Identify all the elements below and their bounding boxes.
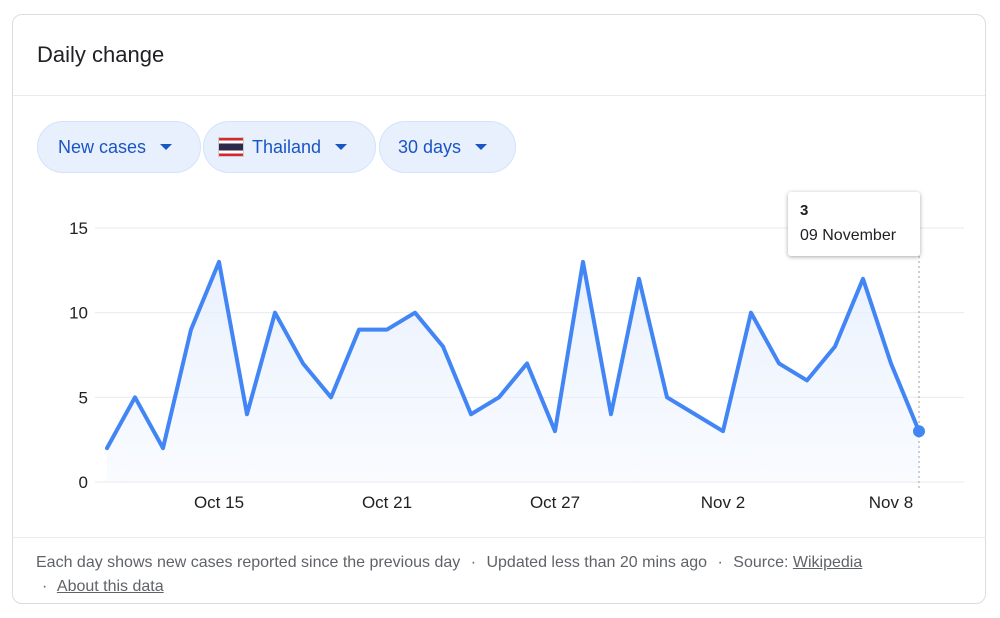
footer-source-label: Source: bbox=[733, 554, 789, 571]
range-dropdown-label: 30 days bbox=[398, 136, 462, 157]
footer-updated: Updated less than 20 mins ago bbox=[486, 554, 708, 571]
x-tick-label: Nov 2 bbox=[701, 493, 745, 512]
y-tick-label: 5 bbox=[79, 388, 88, 407]
tooltip-date: 09 November bbox=[800, 227, 897, 244]
country-dropdown-label: Thailand bbox=[252, 136, 322, 157]
footer-separator: · bbox=[42, 578, 48, 595]
chevron-down-icon bbox=[160, 144, 173, 150]
x-tick-label: Nov 8 bbox=[869, 493, 913, 512]
y-tick-label: 0 bbox=[79, 473, 88, 492]
tooltip-value: 3 bbox=[800, 202, 809, 219]
series-area bbox=[107, 261, 919, 482]
chevron-down-icon bbox=[335, 144, 348, 150]
y-tick-label: 10 bbox=[69, 304, 88, 323]
country-dropdown[interactable]: Thailand bbox=[203, 121, 377, 173]
x-tick-label: Oct 21 bbox=[362, 493, 412, 512]
about-this-data-link[interactable]: About this data bbox=[56, 578, 164, 595]
metric-dropdown-label: New cases bbox=[58, 136, 147, 157]
daily-change-card: Daily change New cases Thailand 30 days bbox=[12, 14, 986, 604]
x-tick-label: Oct 15 bbox=[194, 493, 244, 512]
range-dropdown[interactable]: 30 days bbox=[379, 121, 517, 173]
wikipedia-link[interactable]: Wikipedia bbox=[792, 554, 863, 571]
footer-divider bbox=[12, 537, 986, 538]
footer: Each day shows new cases reported since … bbox=[36, 551, 966, 599]
header-divider bbox=[13, 95, 985, 96]
card-title: Daily change bbox=[37, 42, 165, 67]
y-tick-label: 15 bbox=[69, 219, 88, 238]
highlight-point bbox=[913, 425, 925, 438]
series-line bbox=[105, 259, 921, 451]
metric-dropdown[interactable]: New cases bbox=[37, 121, 202, 173]
chevron-down-icon bbox=[475, 144, 488, 150]
footer-separator: · bbox=[470, 554, 477, 571]
chart-tooltip: 3 09 November bbox=[788, 192, 920, 256]
x-tick-label: Oct 27 bbox=[530, 493, 580, 512]
thailand-flag-icon bbox=[218, 137, 244, 157]
footer-separator: · bbox=[717, 554, 723, 571]
footer-note: Each day shows new cases reported since … bbox=[36, 554, 461, 571]
